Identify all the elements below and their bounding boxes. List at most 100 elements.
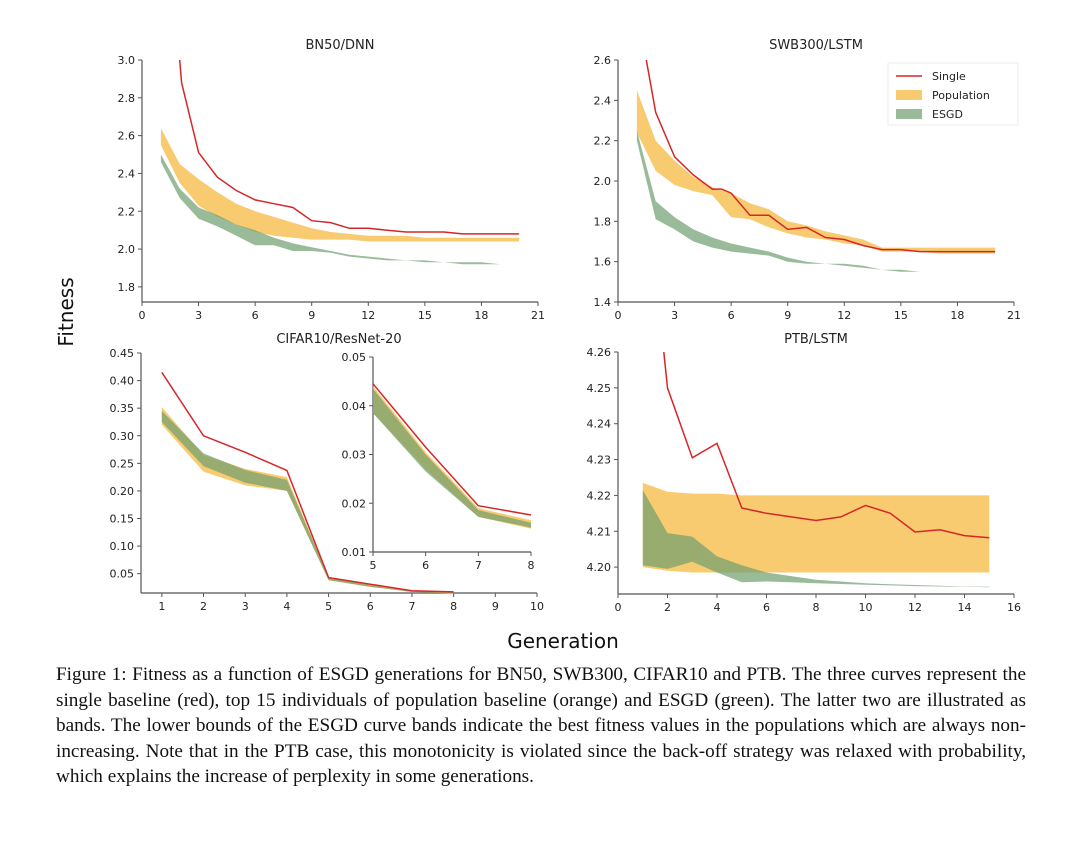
y-tick-label: 2.0 bbox=[594, 175, 612, 188]
x-tick-label: 15 bbox=[418, 309, 432, 322]
y-tick-label: 3.0 bbox=[118, 54, 136, 67]
x-tick-label: 16 bbox=[1007, 601, 1021, 614]
y-tick-label: 4.23 bbox=[587, 454, 612, 467]
line-single bbox=[372, 383, 532, 516]
x-tick-label: 9 bbox=[784, 309, 791, 322]
y-tick-label: 4.24 bbox=[587, 418, 612, 431]
subplot-cifar10-inset: 0.01 0.02 0.03 0.04 0.05 5 6 7 8 bbox=[342, 351, 535, 572]
band-population bbox=[160, 128, 520, 242]
y-tick-label: 0.45 bbox=[110, 347, 135, 360]
x-tick-label: 3 bbox=[195, 309, 202, 322]
subplot-title: SWB300/LSTM bbox=[769, 38, 863, 53]
x-tick-label: 21 bbox=[1007, 309, 1021, 322]
x-tick-label: 3 bbox=[671, 309, 678, 322]
y-tick-label: 0.35 bbox=[110, 402, 135, 415]
y-tick-label: 4.21 bbox=[587, 525, 612, 538]
y-tick-label: 0.05 bbox=[342, 351, 367, 364]
x-tick-label: 2 bbox=[200, 600, 207, 613]
y-tick-label: 0.20 bbox=[110, 485, 135, 498]
legend: Single Population ESGD bbox=[887, 62, 1019, 126]
x-tick-label: 12 bbox=[361, 309, 375, 322]
y-tick-label: 4.22 bbox=[587, 489, 612, 502]
x-tick-label: 12 bbox=[837, 309, 851, 322]
x-tick-label: 4 bbox=[714, 601, 721, 614]
y-tick-label: 1.8 bbox=[118, 281, 136, 294]
y-tick-label: 2.2 bbox=[594, 135, 612, 148]
x-tick-label: 7 bbox=[475, 559, 482, 572]
x-tick-label: 10 bbox=[859, 601, 873, 614]
y-tick-label: 4.20 bbox=[587, 561, 612, 574]
x-tick-label: 21 bbox=[531, 309, 545, 322]
x-tick-label: 18 bbox=[950, 309, 964, 322]
x-tick-label: 6 bbox=[763, 601, 770, 614]
y-tick-label: 0.10 bbox=[110, 540, 135, 553]
y-tick-label: 4.26 bbox=[587, 346, 612, 359]
x-tick-label: 8 bbox=[450, 600, 457, 613]
y-tick-label: 0.04 bbox=[342, 400, 367, 413]
x-tick-label: 18 bbox=[474, 309, 488, 322]
x-tick-label: 4 bbox=[283, 600, 290, 613]
x-tick-label: 2 bbox=[664, 601, 671, 614]
band-esgd bbox=[642, 490, 990, 588]
subplot-title: CIFAR10/ResNet-20 bbox=[276, 332, 401, 347]
y-tick-label: 2.6 bbox=[594, 54, 612, 67]
subplot-title: BN50/DNN bbox=[305, 38, 374, 53]
legend-swatch-esgd bbox=[896, 109, 922, 119]
x-tick-label: 12 bbox=[908, 601, 922, 614]
figure-caption: Figure 1: Fitness as a function of ESGD … bbox=[56, 664, 1026, 787]
x-tick-label: 3 bbox=[242, 600, 249, 613]
legend-label-single: Single bbox=[932, 70, 966, 83]
x-tick-label: 6 bbox=[422, 559, 429, 572]
y-tick-label: 2.4 bbox=[118, 167, 136, 180]
x-tick-label: 0 bbox=[615, 601, 622, 614]
y-tick-label: 2.4 bbox=[594, 94, 612, 107]
x-tick-label: 15 bbox=[894, 309, 908, 322]
y-axis-label: Fitness bbox=[54, 277, 78, 346]
x-tick-label: 8 bbox=[813, 601, 820, 614]
subplot-cifar10-resnet20: 0.05 0.10 0.15 0.20 0.25 0.30 0.35 0.40 0.45 1 2 3 4… bbox=[110, 332, 545, 613]
x-tick-label: 6 bbox=[367, 600, 374, 613]
x-tick-label: 8 bbox=[528, 559, 535, 572]
x-tick-label: 14 bbox=[958, 601, 972, 614]
y-tick-label: 1.8 bbox=[594, 215, 612, 228]
y-tick-label: 0.40 bbox=[110, 375, 135, 388]
legend-label-esgd: ESGD bbox=[932, 108, 963, 121]
x-tick-label: 6 bbox=[728, 309, 735, 322]
y-tick-label: 0.15 bbox=[110, 513, 135, 526]
x-tick-label: 5 bbox=[370, 559, 377, 572]
x-tick-label: 10 bbox=[530, 600, 544, 613]
x-tick-label: 7 bbox=[408, 600, 415, 613]
band-esgd bbox=[160, 154, 520, 265]
line-single bbox=[178, 59, 520, 235]
y-tick-label: 0.05 bbox=[110, 568, 135, 581]
y-tick-label: 0.30 bbox=[110, 430, 135, 443]
x-tick-label: 1 bbox=[158, 600, 165, 613]
subplot-ptb-lstm: 4.20 4.21 4.22 4.23 4.24 4.25 4.26 0 2 4 6 8 10 12 14 1… bbox=[587, 332, 1022, 614]
subplot-title: PTB/LSTM bbox=[784, 332, 848, 347]
y-tick-label: 2.8 bbox=[118, 92, 136, 105]
y-tick-label: 4.25 bbox=[587, 382, 612, 395]
legend-swatch-population bbox=[896, 90, 922, 100]
y-tick-label: 0.01 bbox=[342, 546, 367, 559]
y-tick-label: 1.4 bbox=[594, 296, 612, 309]
line-single bbox=[161, 371, 454, 593]
x-tick-label: 6 bbox=[252, 309, 259, 322]
subplot-swb300-lstm: 1.4 1.6 1.8 2.0 2.2 2.4 2.6 0 3 6 9 12 15 18 21 SWB300/… bbox=[594, 38, 1022, 322]
x-axis-label: Generation bbox=[507, 629, 619, 653]
line-single bbox=[645, 59, 996, 253]
y-tick-label: 0.02 bbox=[342, 497, 367, 510]
y-tick-label: 2.6 bbox=[118, 130, 136, 143]
x-tick-label: 0 bbox=[139, 309, 146, 322]
figure-canvas: 1.82.02.22.42.62.83.00 3 6 9 12 15 18 21BN50/DN… bbox=[54, 38, 1022, 653]
x-tick-label: 9 bbox=[308, 309, 315, 322]
y-tick-label: 1.6 bbox=[594, 256, 612, 269]
y-tick-label: 2.0 bbox=[118, 243, 136, 256]
y-tick-label: 0.25 bbox=[110, 457, 135, 470]
line-single bbox=[663, 351, 990, 539]
x-tick-label: 0 bbox=[615, 309, 622, 322]
band-population bbox=[642, 482, 990, 573]
y-tick-label: 2.2 bbox=[118, 205, 136, 218]
x-tick-label: 9 bbox=[492, 600, 499, 613]
x-tick-label: 5 bbox=[325, 600, 332, 613]
y-tick-label: 0.03 bbox=[342, 449, 367, 462]
